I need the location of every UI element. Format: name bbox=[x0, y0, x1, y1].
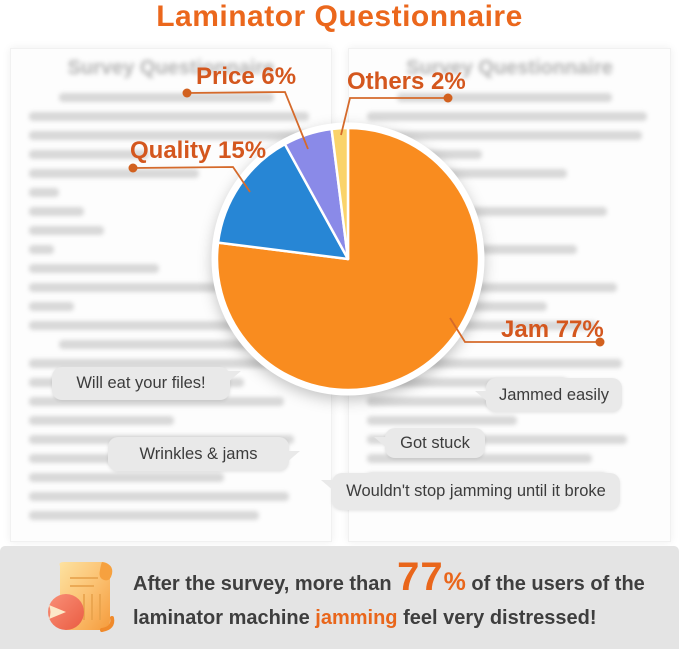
blurred-text-line bbox=[29, 264, 159, 273]
blurred-text-line bbox=[367, 435, 627, 444]
blurred-text-line bbox=[59, 93, 274, 102]
summary-banner: After the survey, more than 77% of the u… bbox=[0, 546, 679, 649]
banner-line1-post: of the users of the bbox=[465, 573, 645, 595]
blurred-text-line bbox=[29, 169, 199, 178]
banner-line-2: laminator machine jamming feel very dist… bbox=[133, 601, 645, 635]
survey-page-left-title: Survey Questionnaire bbox=[67, 57, 275, 79]
bubble-tail bbox=[286, 451, 300, 463]
blurred-text-line bbox=[367, 226, 457, 235]
blurred-text-line bbox=[29, 511, 259, 520]
bubble-tail bbox=[475, 391, 489, 403]
quote-bubble-jammed-easily: Jammed easily bbox=[475, 378, 622, 412]
blurred-text-line bbox=[367, 283, 617, 292]
banner-percent-sign: % bbox=[443, 568, 466, 596]
blurred-text-line bbox=[367, 207, 607, 216]
blurred-text-line bbox=[29, 416, 174, 425]
quote-bubble-will-eat-files: Will eat your files! bbox=[52, 367, 241, 400]
blurred-text-line bbox=[367, 416, 517, 425]
blurred-text-line bbox=[29, 492, 289, 501]
banner-big-number: 77 bbox=[397, 555, 444, 599]
blurred-text-line bbox=[367, 302, 547, 311]
blurred-text-line bbox=[29, 283, 264, 292]
blurred-text-line bbox=[29, 359, 269, 368]
quote-bubble-wouldnt-stop: Wouldn't stop jamming until it broke bbox=[321, 473, 620, 510]
bubble-tail bbox=[374, 437, 388, 449]
blurred-text-line bbox=[367, 454, 592, 463]
jam-slice-label: Jam 77% bbox=[501, 316, 604, 343]
banner-line2-post: feel very distressed! bbox=[397, 607, 597, 629]
blurred-text-line bbox=[29, 302, 74, 311]
blurred-text-line bbox=[397, 93, 612, 102]
blurred-text-line bbox=[29, 207, 84, 216]
quality-slice-label: Quality 15% bbox=[130, 137, 267, 164]
blurred-text-line bbox=[367, 131, 642, 140]
blurred-text-line bbox=[367, 112, 647, 121]
blurred-text-line bbox=[29, 321, 284, 330]
blurred-text-line bbox=[29, 226, 104, 235]
quote-text: Jammed easily bbox=[498, 385, 610, 404]
banner-line2-pre: laminator machine bbox=[133, 607, 316, 629]
survey-scroll-icon bbox=[48, 562, 115, 632]
quote-text: Will eat your files! bbox=[76, 374, 206, 392]
others-slice-label: Others 2% bbox=[347, 68, 466, 95]
blurred-text-line bbox=[29, 245, 54, 254]
quote-text: Got stuck bbox=[400, 433, 470, 452]
blurred-text-line bbox=[29, 150, 149, 159]
banner-text: After the survey, more than 77% of the u… bbox=[133, 557, 645, 635]
bubble-tail bbox=[321, 480, 335, 492]
banner-line-1: After the survey, more than 77% of the u… bbox=[133, 557, 645, 601]
quote-text: Wrinkles & jams bbox=[139, 444, 258, 463]
blurred-text-line bbox=[397, 169, 567, 178]
quote-bubble-wrinkles-jams: Wrinkles & jams bbox=[108, 437, 300, 471]
banner-line1-pre: After the survey, more than bbox=[133, 573, 398, 595]
blurred-text-line bbox=[59, 340, 259, 349]
page-title: Laminator Questionnaire bbox=[156, 0, 523, 33]
quote-bubble-got-stuck: Got stuck bbox=[374, 428, 485, 458]
price-slice-label: Price 6% bbox=[196, 63, 297, 90]
background-survey-page-right: Survey Questionnaire bbox=[348, 48, 671, 542]
blurred-text-line bbox=[29, 112, 309, 121]
blurred-text-line bbox=[29, 473, 224, 482]
blurred-text-line bbox=[29, 397, 284, 406]
blurred-text-line bbox=[367, 245, 577, 254]
blurred-text-line bbox=[29, 131, 309, 140]
bubble-tail bbox=[227, 371, 241, 383]
blurred-text-line bbox=[367, 359, 622, 368]
blurred-text-line bbox=[29, 188, 59, 197]
quote-text: Wouldn't stop jamming until it broke bbox=[346, 482, 606, 500]
banner-highlight-word: jamming bbox=[315, 607, 398, 629]
pie-slice-others bbox=[330, 126, 350, 261]
blurred-text-line bbox=[367, 150, 482, 159]
survey-page-right-title: Survey Questionnaire bbox=[406, 57, 613, 79]
